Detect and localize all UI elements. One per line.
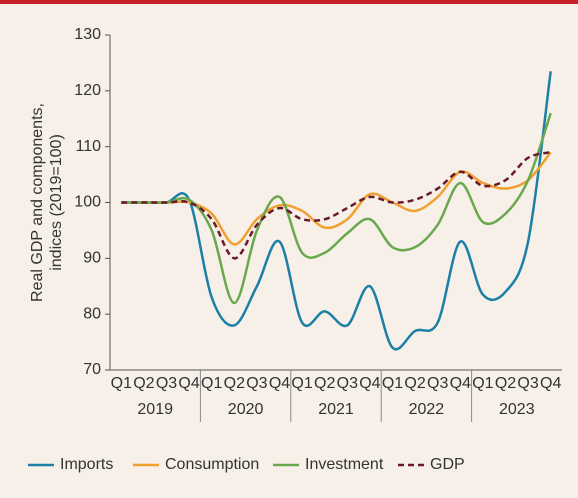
x-tick-label: Q3 <box>427 375 448 392</box>
top-rule <box>0 0 578 4</box>
y-tick-label: 120 <box>74 82 101 99</box>
legend-label: Investment <box>305 456 384 473</box>
x-tick-label: Q3 <box>517 375 538 392</box>
x-tick-label: Q4 <box>540 375 561 392</box>
legend-label: Imports <box>60 456 113 473</box>
series-line <box>121 151 551 260</box>
legend-label: Consumption <box>165 456 259 473</box>
x-tick-label: Q2 <box>495 375 516 392</box>
x-tick-label: Q1 <box>201 375 222 392</box>
y-axis-label-line: Real GDP and components, <box>29 103 46 302</box>
x-tick-label: Q3 <box>337 375 358 392</box>
y-tick-label: 100 <box>74 194 101 211</box>
x-tick-label: Q4 <box>450 375 471 392</box>
x-group-label: 2019 <box>137 401 173 418</box>
series-line <box>121 71 552 351</box>
x-tick-label: Q2 <box>404 375 425 392</box>
x-tick-label: Q1 <box>472 375 493 392</box>
series-line <box>121 112 552 305</box>
y-tick-label: 70 <box>83 361 101 378</box>
y-tick-label: 90 <box>83 250 101 267</box>
x-tick-label: Q4 <box>269 375 290 392</box>
x-tick-label: Q4 <box>178 375 199 392</box>
x-tick-label: Q1 <box>382 375 403 392</box>
x-tick-label: Q1 <box>111 375 132 392</box>
x-group-label: 2020 <box>228 401 264 418</box>
x-tick-label: Q3 <box>156 375 177 392</box>
y-axis-label: Real GDP and components, indices (2019=10… <box>29 103 65 302</box>
x-tick-label: Q2 <box>133 375 154 392</box>
x-tick-label: Q1 <box>291 375 312 392</box>
x-group-label: 2023 <box>499 401 535 418</box>
x-tick-label: Q2 <box>314 375 335 392</box>
x-tick-label: Q4 <box>359 375 380 392</box>
legend-label: GDP <box>430 456 465 473</box>
y-axis-label-line: indices (2019=100) <box>48 134 65 271</box>
series-line <box>121 151 552 246</box>
y-tick-label: 80 <box>83 305 101 322</box>
x-group-label: 2022 <box>409 401 445 418</box>
y-tick-label: 110 <box>75 138 101 155</box>
x-tick-label: Q2 <box>224 375 245 392</box>
x-tick-label: Q3 <box>246 375 267 392</box>
y-tick-label: 130 <box>74 26 101 43</box>
x-group-label: 2021 <box>318 401 354 418</box>
